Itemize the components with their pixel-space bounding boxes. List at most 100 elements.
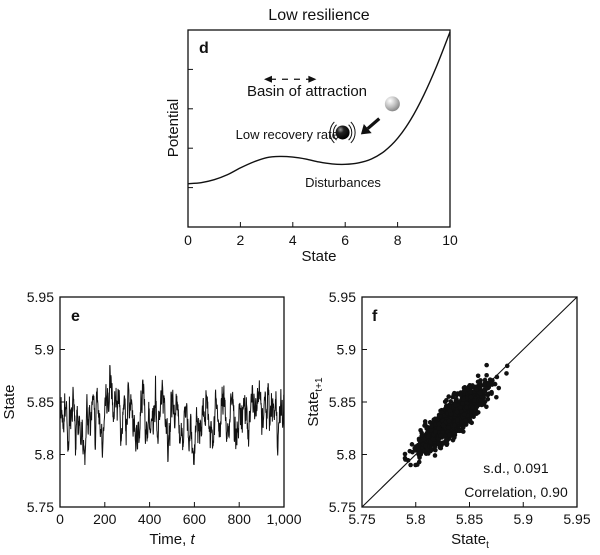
scatter-point [446, 418, 452, 424]
scatter-point [468, 389, 474, 395]
vibration-arc-right [348, 124, 353, 141]
scatter-point [496, 385, 502, 391]
scatter-point [452, 390, 457, 396]
panel-f-x-axis-label: Statet [451, 531, 489, 551]
scatter-point [464, 404, 469, 410]
scatter-point [439, 410, 444, 415]
panel-e-x-axis-label: Time, t [149, 531, 195, 548]
panel-f-x-tick-label: 5.85 [456, 511, 483, 527]
panel-f-letter: f [372, 308, 378, 325]
scatter-point [461, 396, 466, 402]
panel-f-y-ticks: 5.75 5.8 5.85 5.9 5.95 [329, 289, 367, 515]
scatter-point [485, 392, 491, 398]
displaced-ball-icon [384, 96, 400, 112]
scatter-point [421, 448, 426, 454]
vibration-arc-left [332, 124, 337, 141]
panel-e-x-tick-label: 1,000 [266, 511, 301, 527]
panel-f-y-tick-label: 5.9 [337, 342, 357, 358]
scatter-point [416, 453, 422, 458]
panel-d-x-tick-label: 4 [289, 232, 297, 248]
panel-f-y-tick-label: 5.95 [329, 289, 356, 305]
panel-f-y-tick-label: 5.75 [329, 499, 356, 515]
scatter-points [402, 362, 510, 468]
scatter-point [460, 401, 465, 406]
scatter-point [447, 408, 453, 414]
panel-f-x-tick-label: 5.9 [514, 511, 534, 527]
scatter-point [470, 405, 475, 410]
scatter-point [432, 453, 438, 458]
panel-e-y-tick-label: 5.9 [35, 342, 55, 358]
scatter-point [474, 404, 480, 410]
panel-d-x-tick-label: 6 [341, 232, 349, 248]
scatter-point [484, 386, 490, 391]
panel-e-time-series: e 0 200 400 600 800 1,000 5.755.85.855.95.95 … [1, 289, 302, 548]
basin-of-attraction-label: Basin of attraction [247, 83, 367, 100]
panel-e-y-tick-label: 5.8 [35, 447, 55, 463]
correlation-annotation: Correlation, 0.90 [464, 484, 568, 500]
scatter-point [490, 378, 495, 383]
scatter-point [461, 412, 467, 417]
panel-f-x-tick-label: 5.75 [348, 511, 375, 527]
scatter-point [438, 433, 444, 438]
scatter-point [409, 442, 415, 447]
scatter-point [426, 433, 432, 439]
panel-d-landscape: Low resilience d 0 2 4 6 8 10 State Potential… [165, 7, 458, 265]
time-symbol: t [190, 531, 195, 548]
panel-f-y-tick-label: 5.8 [337, 447, 357, 463]
scatter-point [478, 398, 483, 403]
panel-e-y-ticks: 5.75 5.8 5.85 5.9 5.95 [27, 289, 65, 515]
basin-arrow-right-head [308, 75, 317, 83]
panel-d-frame [187, 29, 451, 228]
scatter-point [453, 402, 458, 408]
state-time-series-line [59, 364, 285, 466]
panel-d-y-ticks [188, 68, 193, 189]
push-arrow-icon [360, 117, 381, 135]
scatter-point [480, 401, 486, 407]
scatter-point [428, 427, 434, 433]
scatter-point [447, 432, 452, 438]
scatter-point [484, 362, 489, 368]
scatter-point [475, 373, 481, 379]
scatter-point [482, 377, 488, 383]
basin-double-arrow [263, 75, 317, 83]
basin-arrow-left-head [263, 75, 272, 83]
scatter-point [460, 425, 466, 430]
panel-e-y-tick-label: 5.85 [27, 394, 54, 410]
scatter-point [484, 372, 489, 378]
low-recovery-rate-label: Low recovery rate [236, 127, 339, 142]
panel-f-lag-scatter: f 5.75 5.8 5.85 5.9 5.95 5.755.85.855.95.95 … [305, 289, 591, 551]
scatter-point [429, 446, 434, 452]
scatter-point [408, 462, 413, 468]
panel-e-x-ticks: 0 200 400 600 800 1,000 [56, 502, 302, 527]
scatter-point [464, 401, 470, 406]
panel-d-x-ticks: 0 2 4 6 8 10 [184, 222, 458, 248]
scatter-point [430, 437, 436, 442]
scatter-point [436, 421, 442, 427]
scatter-point [504, 363, 510, 369]
panel-e-x-tick-label: 800 [228, 511, 252, 527]
scatter-point [407, 448, 413, 454]
scatter-point [482, 389, 487, 395]
scatter-point [494, 394, 499, 400]
scatter-point [433, 429, 438, 435]
potential-curve [187, 31, 451, 185]
scatter-point [474, 387, 479, 393]
scatter-point [402, 455, 408, 461]
scatter-point [437, 414, 443, 419]
panel-d-letter: d [199, 40, 209, 57]
scatter-point [468, 394, 474, 400]
scatter-point [402, 451, 408, 457]
scatter-point [477, 380, 483, 386]
scatter-point [462, 418, 468, 423]
scatter-point [470, 383, 475, 388]
panel-d-x-tick-label: 10 [442, 232, 458, 248]
scatter-point [454, 397, 459, 403]
scatter-point [461, 388, 467, 394]
scatter-point [465, 386, 471, 392]
panel-d-x-axis-label: State [301, 248, 336, 265]
panel-d-x-tick-label: 2 [237, 232, 245, 248]
scatter-point [455, 417, 460, 423]
scatter-point [489, 389, 494, 395]
panel-e-x-tick-label: 200 [93, 511, 117, 527]
